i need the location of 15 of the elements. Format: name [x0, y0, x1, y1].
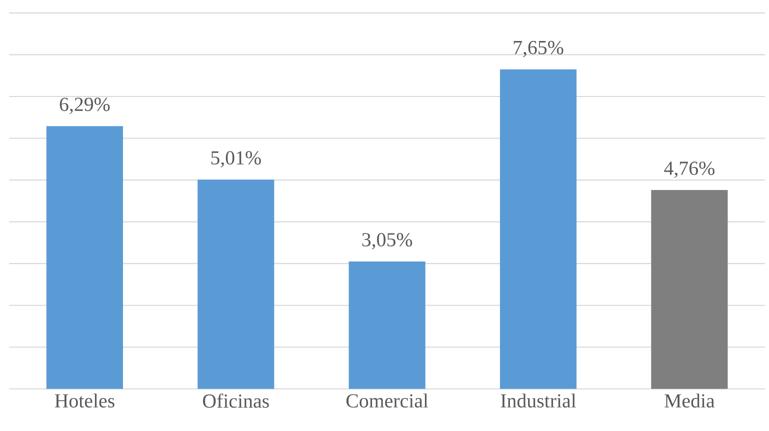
- x-tick-label: Media: [664, 394, 715, 408]
- data-label: 7,65%: [514, 41, 564, 58]
- x-tick-label: Hoteles: [54, 394, 114, 408]
- data-label: 4,76%: [664, 162, 714, 178]
- bar: [651, 190, 728, 390]
- bar: [348, 262, 426, 390]
- data-label: 6,29%: [60, 98, 110, 114]
- x-tick-label: Oficinas: [203, 394, 269, 408]
- x-tick-label: Comercial: [346, 394, 428, 408]
- data-label: 5,01%: [211, 151, 261, 168]
- bar: [500, 69, 577, 390]
- bar: [46, 126, 123, 390]
- data-label: 3,05%: [362, 233, 412, 250]
- bar: [198, 180, 274, 390]
- x-tick-label: Industrial: [500, 394, 576, 408]
